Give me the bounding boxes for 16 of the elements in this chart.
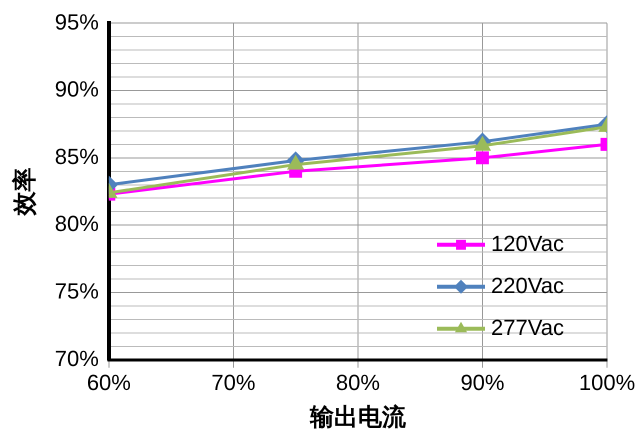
y-tick-label: 85%: [54, 144, 99, 169]
legend-label: 277Vac: [491, 314, 564, 340]
x-tick-label: 60%: [86, 370, 131, 396]
y-tick-label: 95%: [54, 9, 99, 34]
x-tick-label: 90%: [460, 370, 504, 396]
y-tick-label: 90%: [54, 76, 99, 102]
y-axis-title: 效率: [10, 168, 39, 216]
x-axis-title: 输出电流: [308, 402, 407, 431]
legend-label: 220Vac: [491, 272, 564, 298]
legend-label: 120Vac: [491, 230, 564, 256]
x-tick-label: 70%: [211, 370, 256, 396]
x-tick-label: 100%: [578, 370, 636, 396]
y-tick-label: 70%: [54, 346, 99, 371]
y-tick-label: 75%: [54, 278, 99, 304]
y-tick-label: 80%: [54, 211, 99, 236]
x-tick-label: 80%: [336, 370, 380, 396]
